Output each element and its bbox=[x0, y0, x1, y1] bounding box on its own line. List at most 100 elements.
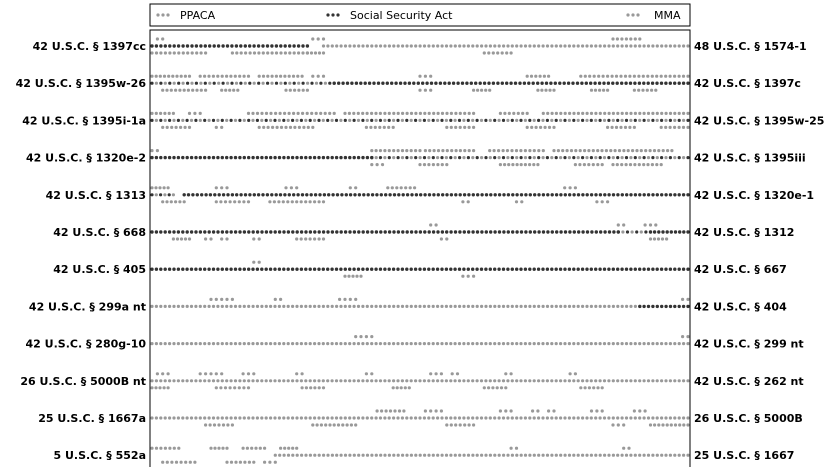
dot bbox=[339, 453, 343, 457]
dot bbox=[423, 111, 427, 115]
dot bbox=[475, 342, 479, 346]
dot bbox=[585, 304, 589, 308]
dot bbox=[282, 155, 286, 160]
dot bbox=[638, 193, 642, 197]
dot bbox=[633, 156, 637, 160]
dot bbox=[278, 193, 283, 197]
dot bbox=[282, 267, 286, 271]
dot bbox=[633, 267, 637, 271]
dot bbox=[677, 342, 681, 346]
dot bbox=[610, 74, 614, 78]
dot bbox=[185, 379, 189, 383]
dot bbox=[361, 118, 365, 122]
dot bbox=[322, 453, 326, 457]
dot bbox=[677, 118, 681, 122]
dot bbox=[554, 342, 558, 346]
dot bbox=[216, 342, 220, 346]
dot bbox=[264, 230, 269, 234]
dot bbox=[396, 342, 400, 346]
dot bbox=[216, 304, 220, 308]
dot bbox=[484, 267, 488, 271]
dot bbox=[356, 379, 361, 383]
dot bbox=[398, 81, 403, 85]
dot bbox=[279, 74, 283, 78]
dot bbox=[317, 118, 321, 122]
dot bbox=[348, 230, 352, 234]
dot bbox=[440, 453, 444, 457]
dot bbox=[453, 342, 457, 346]
dot bbox=[641, 74, 645, 78]
dot bbox=[537, 44, 541, 48]
dot bbox=[681, 81, 686, 85]
dot bbox=[686, 118, 690, 122]
dot bbox=[577, 230, 581, 234]
dot bbox=[154, 193, 158, 197]
dot bbox=[599, 230, 603, 234]
dot bbox=[475, 453, 479, 457]
dot bbox=[655, 81, 659, 85]
dot bbox=[642, 379, 646, 383]
dot bbox=[361, 342, 365, 346]
dot bbox=[554, 267, 558, 271]
dot bbox=[163, 44, 167, 48]
dot bbox=[392, 304, 396, 308]
dot bbox=[677, 416, 681, 420]
dot bbox=[396, 149, 400, 153]
dot bbox=[233, 74, 237, 78]
dot bbox=[301, 111, 305, 115]
dot bbox=[370, 118, 374, 122]
dot bbox=[660, 118, 664, 122]
dot bbox=[444, 453, 449, 457]
dot bbox=[458, 453, 462, 457]
dot bbox=[655, 416, 659, 420]
row-left-label: 5 U.S.C. § 552a bbox=[54, 449, 147, 462]
dot bbox=[664, 453, 668, 457]
dot bbox=[334, 267, 339, 271]
dot bbox=[472, 88, 476, 92]
dot bbox=[594, 379, 598, 383]
dot bbox=[220, 118, 224, 122]
dot bbox=[186, 193, 191, 197]
dot bbox=[352, 118, 356, 122]
dot bbox=[257, 237, 261, 241]
dot bbox=[436, 416, 440, 420]
dot bbox=[601, 74, 605, 78]
dot bbox=[198, 379, 202, 383]
dot bbox=[260, 267, 264, 271]
dot bbox=[414, 156, 418, 160]
dot bbox=[532, 379, 536, 383]
dot bbox=[281, 200, 285, 204]
dot bbox=[409, 149, 413, 153]
dot bbox=[475, 416, 479, 420]
dot bbox=[251, 304, 255, 308]
dot bbox=[387, 342, 391, 346]
legend-marker bbox=[636, 13, 640, 17]
dot bbox=[260, 230, 264, 234]
dot bbox=[463, 149, 467, 153]
row-left-label: 42 U.S.C. § 1397cc bbox=[33, 40, 146, 53]
dot bbox=[258, 446, 262, 450]
dot bbox=[189, 379, 194, 383]
dot bbox=[326, 342, 330, 346]
dot bbox=[510, 149, 514, 153]
dot bbox=[365, 342, 369, 346]
dot bbox=[479, 118, 484, 122]
dot bbox=[357, 230, 361, 234]
dot bbox=[567, 304, 572, 308]
dot bbox=[189, 416, 194, 420]
dot bbox=[337, 81, 341, 85]
dot bbox=[554, 379, 558, 383]
dot bbox=[263, 460, 267, 464]
legend-marker bbox=[161, 13, 165, 17]
dot bbox=[501, 118, 506, 122]
dot bbox=[607, 44, 611, 48]
dot bbox=[423, 409, 427, 413]
dot bbox=[681, 297, 685, 301]
dot bbox=[251, 267, 255, 271]
dot bbox=[220, 88, 224, 92]
dot bbox=[572, 416, 576, 420]
dot bbox=[163, 111, 167, 115]
dot bbox=[527, 81, 531, 85]
dot bbox=[576, 267, 580, 271]
dot bbox=[432, 111, 436, 115]
